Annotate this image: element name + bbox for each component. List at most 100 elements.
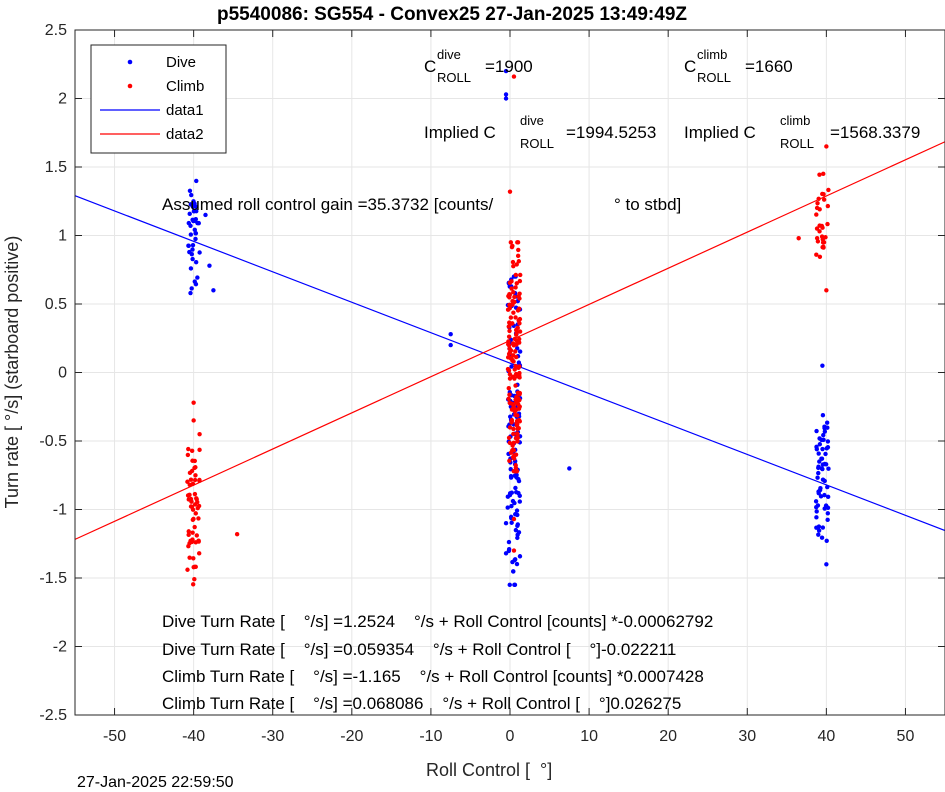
- point-climb: [513, 349, 518, 354]
- point-dive: [188, 266, 194, 271]
- point-climb: [196, 551, 202, 556]
- point-climb: [515, 308, 521, 313]
- point-dive: [188, 290, 193, 296]
- point-dive: [816, 489, 821, 494]
- point-dive: [507, 582, 512, 588]
- point-climb: [516, 406, 522, 411]
- point-climb: [192, 477, 198, 483]
- point-climb: [508, 302, 514, 308]
- point-climb: [514, 399, 519, 405]
- y-tick-label: -2.5: [39, 707, 67, 724]
- point-dive: [815, 475, 820, 480]
- point-climb: [192, 491, 198, 497]
- gain-annotation: Assumed roll control gain =35.3732 [coun…: [162, 195, 681, 214]
- point-dive: [517, 493, 522, 499]
- c-climb-sup: climb: [697, 47, 727, 62]
- point-dive: [193, 231, 199, 236]
- point-dive: [191, 209, 197, 214]
- point-dive: [816, 451, 821, 456]
- point-dive: [816, 470, 821, 476]
- point-climb: [510, 259, 516, 265]
- point-climb: [511, 426, 516, 432]
- point-climb: [188, 504, 194, 509]
- point-climb: [511, 74, 517, 79]
- point-climb: [511, 440, 516, 446]
- point-dive: [448, 342, 453, 348]
- point-climb: [513, 315, 518, 320]
- point-dive: [193, 281, 199, 287]
- point-dive: [825, 517, 830, 523]
- point-climb: [190, 481, 196, 487]
- point-climb: [517, 291, 522, 296]
- point-dive: [817, 442, 823, 447]
- point-climb: [510, 243, 515, 249]
- c-climb-annotation: C climb ROLL =1660: [684, 47, 793, 85]
- point-climb: [191, 556, 196, 561]
- point-climb: [515, 240, 521, 245]
- point-dive: [826, 466, 831, 471]
- point-climb: [507, 372, 513, 377]
- point-climb: [185, 567, 190, 572]
- point-climb: [507, 189, 513, 194]
- point-dive: [825, 494, 831, 500]
- point-climb: [514, 423, 520, 428]
- x-tick-label: 0: [506, 728, 515, 745]
- point-dive: [516, 476, 521, 482]
- y-tick-label: -1.5: [39, 570, 67, 587]
- point-climb: [517, 329, 523, 334]
- point-climb: [194, 533, 200, 538]
- point-dive: [189, 286, 194, 291]
- point-climb: [516, 247, 521, 253]
- point-climb: [185, 452, 191, 458]
- point-dive: [820, 363, 825, 368]
- equation-dive-degrees: Dive Turn Rate [ °/s] =0.059354 °/s + Ro…: [162, 640, 676, 659]
- point-climb: [518, 272, 523, 278]
- point-dive: [513, 485, 518, 491]
- point-dive: [515, 522, 521, 527]
- point-climb: [821, 171, 826, 177]
- y-tick-label: -1: [53, 502, 67, 519]
- point-dive: [824, 562, 829, 567]
- point-climb: [192, 577, 197, 582]
- y-tick-labels: -2.5 -2 -1.5 -1 -0.5 0 0.5 1 1.5 2 2.5: [39, 22, 67, 724]
- point-climb: [817, 229, 822, 234]
- c-dive-sub: ROLL: [437, 70, 471, 85]
- point-dive: [822, 492, 827, 498]
- point-climb: [510, 298, 515, 304]
- point-dive: [816, 532, 821, 537]
- point-climb: [513, 435, 519, 441]
- point-climb: [514, 281, 519, 286]
- point-climb: [508, 240, 514, 245]
- point-dive: [512, 582, 517, 588]
- point-climb: [814, 205, 820, 211]
- point-climb: [193, 473, 198, 478]
- point-dive: [822, 429, 828, 434]
- c-dive-sup: dive: [437, 47, 461, 62]
- point-dive: [503, 92, 509, 97]
- point-dive: [820, 446, 825, 452]
- point-climb: [820, 237, 825, 242]
- point-dive: [189, 192, 194, 198]
- point-dive: [517, 499, 523, 504]
- point-climb: [193, 540, 198, 545]
- grid: [75, 29, 945, 716]
- legend: Dive Climb data1 data2: [90, 44, 227, 154]
- point-climb: [511, 548, 517, 553]
- point-climb: [193, 465, 198, 470]
- point-climb: [513, 465, 519, 470]
- axes-box: [74, 29, 945, 716]
- point-dive: [194, 178, 199, 184]
- implied-climb-prefix: Implied C: [684, 123, 756, 142]
- x-tick-label: -30: [261, 728, 284, 745]
- point-climb: [512, 376, 517, 381]
- point-dive: [195, 275, 200, 280]
- point-climb: [507, 392, 512, 397]
- point-dive: [513, 527, 519, 533]
- point-climb: [825, 203, 831, 209]
- point-climb: [517, 392, 522, 397]
- data-points: [185, 68, 831, 588]
- point-climb: [512, 294, 517, 300]
- point-dive: [190, 242, 196, 248]
- point-climb: [506, 386, 511, 391]
- point-dive: [517, 554, 523, 559]
